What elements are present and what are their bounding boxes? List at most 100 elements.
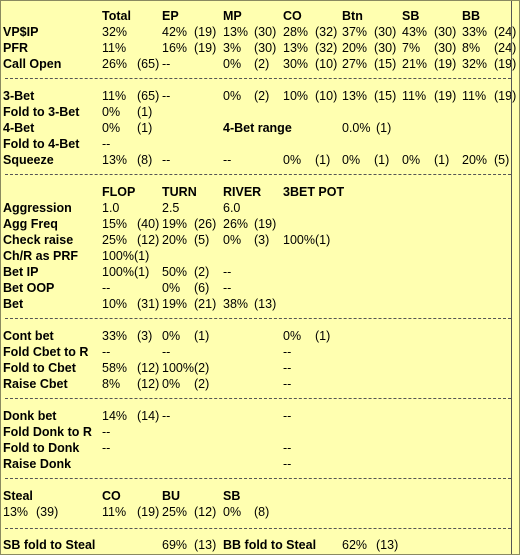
row-label: 3-Bet [3,89,35,103]
cell-sb: 43% [402,25,428,39]
cell-total: 11% [102,89,127,103]
cell-bb: 20% [462,153,488,167]
row-label: Fold to 3-Bet [3,105,80,119]
cell-btn-count: (30) [374,25,397,39]
panel-right-rule [511,1,512,554]
cell-sb-count: (1) [434,153,450,167]
cell-value: -- [102,137,111,151]
cell-sb: 11% [402,89,427,103]
row-label: Bet OOP [3,281,55,295]
cell-ep: -- [162,89,171,103]
cell-turn: -- [162,345,171,359]
cell-mp: 0% [223,89,242,103]
cell-sb-count: (8) [254,505,270,519]
cell-bb-count: (24) [494,25,517,39]
cell-river: -- [223,281,232,295]
cell-river-count: (3) [254,233,270,247]
cell-mp: -- [223,153,232,167]
cell-co: 30% [283,57,309,71]
cell-bb-count: (19) [494,89,517,103]
cell-mp-count: (2) [254,57,270,71]
row-label: Fold Donk to R [3,425,92,439]
header-co: CO [283,9,302,23]
cell-river: 38% [223,297,249,311]
cell-co: 10% [283,89,309,103]
cell-total: 13% [3,505,29,519]
row-label: Raise Cbet [3,377,68,391]
cell-turn: 100%(2) [162,361,210,375]
row-label: Call Open [3,57,62,71]
header-turn: TURN [162,185,197,199]
cell-bb-count: (19) [494,57,517,71]
header-bu: BU [162,489,181,503]
cell-sb: 21% [402,57,428,71]
cell-bb: 32% [462,57,488,71]
cell-ep-count: (19) [194,25,217,39]
cell-ep-count: (19) [194,41,217,55]
cell-turn: 2.5 [162,201,180,215]
cell-pot3: -- [283,441,292,455]
cell-bb-count: (24) [494,41,517,55]
cell-turn-count: (1) [194,329,210,343]
cell-flop-count: (40) [137,217,160,231]
cell-pot3: -- [283,457,292,471]
cell-pot3: -- [283,361,292,375]
row-label: Aggression [3,201,72,215]
row-label: SB fold to Steal [3,538,96,552]
cell-flop-count: (14) [137,409,160,423]
cell-pot3: -- [283,345,292,359]
cell-flop: 100%(1) [102,249,150,263]
cell-flop-count: (31) [137,297,160,311]
cell-turn: 20% [162,233,188,247]
cell-river-count: (19) [254,217,277,231]
header-river: RIVER [223,185,262,199]
cell-total-count: (8) [137,153,153,167]
row-label: PFR [3,41,28,55]
row-label: Check raise [3,233,74,247]
cell-flop: 100%(1) [102,265,150,279]
cell-mp-count: (30) [254,41,277,55]
cell-river: 0% [223,233,242,247]
header-co: CO [102,489,121,503]
cell-sb: 7% [402,41,421,55]
cell-value: 62% [342,538,368,552]
cell-pot3: -- [283,377,292,391]
cell-sb-count: (19) [434,57,457,71]
cell-btn: 20% [342,41,368,55]
cell-turn: 0% [162,377,181,391]
cell-co-count: (10) [315,89,338,103]
cell-total: 26% [102,57,128,71]
cell-co-count: (10) [315,57,338,71]
cell-sb: 0% [402,153,421,167]
cell-mp: 3% [223,41,242,55]
separator-4 [5,398,511,399]
cell-btn: 13% [342,89,368,103]
row-label: VP$IP [3,25,39,39]
row-label: Steal [3,489,33,503]
cell-total-count: (39) [36,505,59,519]
cell-turn: -- [162,409,171,423]
cell-pot3: 0% [283,329,302,343]
header-flop: FLOP [102,185,136,199]
cell-flop: -- [102,425,111,439]
cell-co: 13% [283,41,309,55]
row-label: Fold to Donk [3,441,80,455]
cell-btn: 37% [342,25,368,39]
cell-count: (1) [137,121,153,135]
row-label: Agg Freq [3,217,58,231]
cell-mp-count: (30) [254,25,277,39]
cell-co-count: (19) [137,505,160,519]
cell-flop: 15% [102,217,128,231]
cell-flop: 10% [102,297,128,311]
cell-flop-count: (12) [137,377,160,391]
cell-flop: -- [102,345,111,359]
header-bb: BB [462,9,481,23]
cell-turn: 19% [162,297,188,311]
row-label: Fold Cbet to R [3,345,89,359]
cell-co: 0% [283,153,302,167]
cell-bu: 25% [162,505,188,519]
cell-flop: 33% [102,329,128,343]
cell-total: 11% [102,41,127,55]
cell-pot3: 100%(1) [283,233,331,247]
header-sb: SB [223,489,241,503]
